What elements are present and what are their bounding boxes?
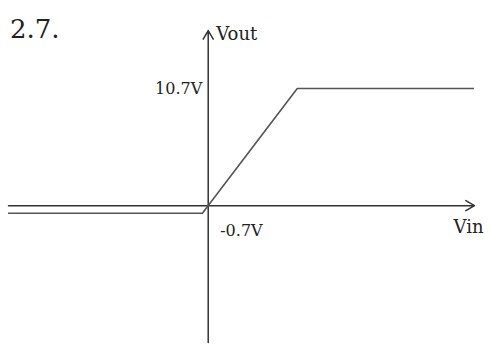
svg-text:Vin: Vin [452,216,483,237]
html-text:2.7.: 2.7. [10,14,60,44]
svg-text:10.7V: 10.7V [155,79,203,98]
svg-text:Vout: Vout [215,23,258,44]
svg-text:-0.7V: -0.7V [220,221,263,240]
